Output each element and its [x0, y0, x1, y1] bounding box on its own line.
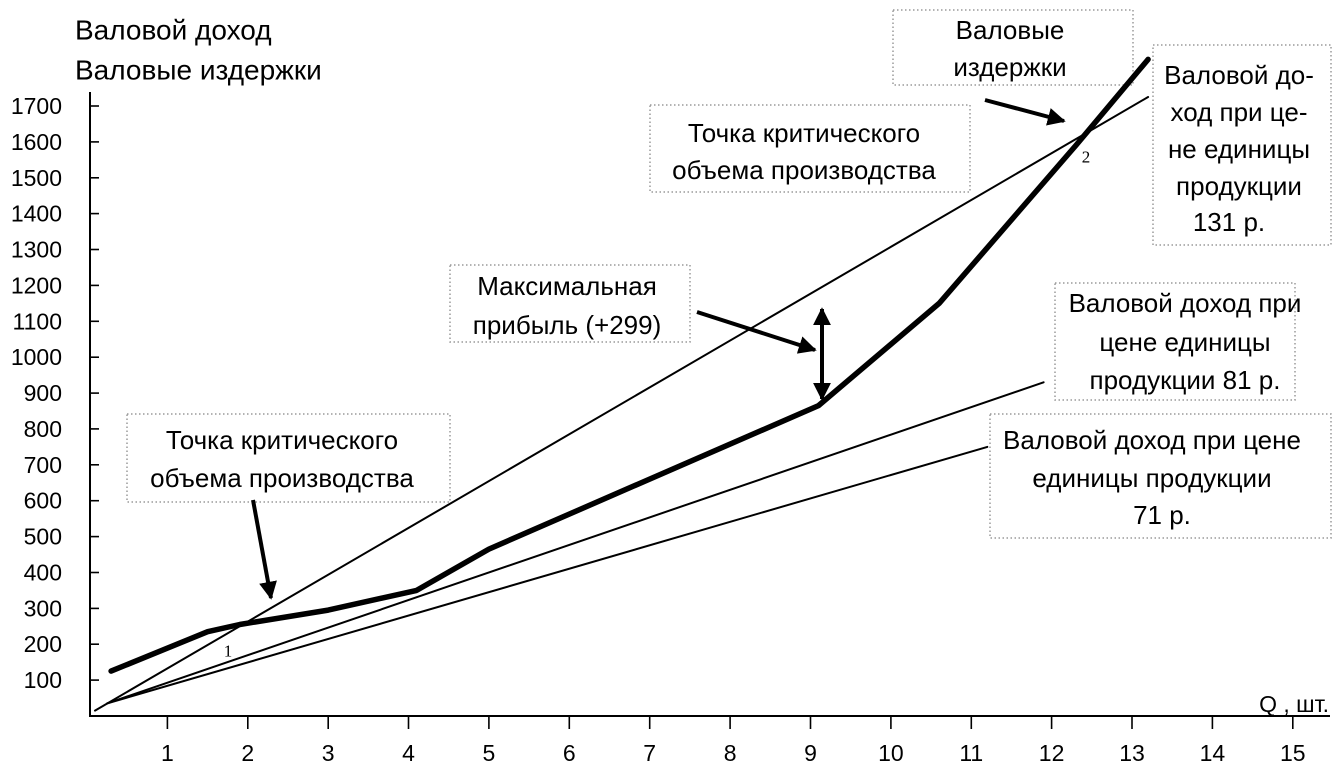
axis-ticks	[90, 105, 1294, 729]
revenue-line-81	[106, 381, 1045, 705]
y-tick-label: 1400	[11, 201, 62, 227]
break-even-1-note-frame	[126, 413, 451, 503]
break-even-2-note-line: объема производства	[672, 155, 936, 185]
x-tick-label: 2	[241, 740, 254, 766]
y-tick-label: 300	[24, 595, 62, 621]
break-even-1-note: Точка критического объема производства	[150, 425, 414, 493]
break-even-point-1-marker: 1	[224, 642, 233, 661]
revenue-131-label: Валовой до- ход при це- не единицы проду…	[1164, 60, 1314, 237]
x-tick-label: 10	[878, 740, 904, 766]
arrow-to-max-profit	[696, 310, 817, 354]
x-axis-label: Q , шт.	[1259, 691, 1329, 717]
y-axis-title-line-2: Валовые издержки	[75, 55, 322, 86]
revenue-81-label-line: Валовой доход при	[1069, 288, 1302, 318]
gross-costs-label-line: издержки	[953, 52, 1066, 82]
revenue-81-label-line: цене единицы	[1099, 327, 1270, 357]
y-tick-label: 1000	[11, 344, 62, 370]
x-tick-label: 12	[1039, 740, 1065, 766]
y-tick-label: 1100	[13, 308, 62, 334]
revenue-131-label-line: продукции	[1176, 171, 1302, 201]
revenue-131-label-line: не единицы	[1168, 134, 1310, 164]
max-profit-note-line: прибыль (+299)	[473, 310, 661, 340]
revenue-71-label: Валовой доход при цене единицы продукции…	[1003, 425, 1301, 530]
y-tick-label: 400	[24, 560, 62, 586]
x-tick-label: 1	[161, 740, 174, 766]
revenue-81-label-line: продукции 81 р.	[1090, 365, 1281, 395]
max-profit-note: Максимальная прибыль (+299)	[473, 271, 661, 340]
max-profit-note-frame	[449, 264, 691, 343]
x-tick-label: 3	[322, 740, 335, 766]
y-tick-label: 1500	[11, 165, 62, 191]
y-axis-title-line-1: Валовой доход	[75, 15, 272, 46]
break-even-point-2-marker: 2	[1082, 148, 1091, 167]
y-tick-label: 500	[24, 524, 62, 550]
y-tick-label: 800	[24, 416, 62, 442]
arrow-to-break-even-2	[984, 98, 1066, 126]
y-tick-label: 1700	[11, 93, 62, 119]
break-even-2-note-frame	[649, 104, 971, 193]
x-tick-label: 13	[1119, 740, 1145, 766]
revenue-81-label-frame	[1054, 282, 1296, 401]
y-tick-label: 700	[24, 452, 62, 478]
x-tick-label: 4	[402, 740, 415, 766]
x-tick-label: 15	[1280, 740, 1306, 766]
arrow-to-break-even-1	[251, 499, 277, 600]
gross-costs-label-line: Валовые	[956, 15, 1065, 45]
revenue-131-label-line: 131 р.	[1193, 207, 1265, 237]
axis-tick-labels: 1 2 3 4 5 6 7 8 9 10 11 12 13 14 151002003004005006007…	[11, 93, 1306, 766]
y-tick-label: 600	[24, 488, 62, 514]
revenue-71-label-line: единицы продукции	[1032, 463, 1271, 493]
revenue-131-label-line: ход при це-	[1171, 97, 1308, 127]
gross-cost-line	[108, 56, 1151, 674]
y-tick-label: 100	[24, 667, 62, 693]
revenue-71-label-line: Валовой доход при цене	[1003, 425, 1301, 455]
x-tick-label: 14	[1200, 740, 1226, 766]
revenue-line-131	[94, 96, 1150, 712]
x-tick-label: 9	[804, 740, 817, 766]
break-even-1-note-line: объема производства	[150, 463, 414, 493]
x-tick-label: 5	[483, 740, 496, 766]
y-tick-label: 1200	[11, 272, 62, 298]
revenue-71-label-line: 71 р.	[1133, 500, 1191, 530]
y-tick-label: 900	[24, 380, 62, 406]
y-tick-label: 1300	[11, 237, 62, 263]
gross-costs-label-frame	[892, 9, 1134, 86]
revenue-81-label: Валовой доход при цене единицы продукции…	[1069, 288, 1302, 395]
x-tick-label: 6	[563, 740, 576, 766]
gross-costs-label: Валовые издержки	[953, 15, 1066, 82]
max-profit-note-line: Максимальная	[477, 271, 657, 301]
x-tick-label: 11	[959, 740, 983, 766]
revenue-131-label-line: Валовой до-	[1164, 60, 1314, 90]
x-tick-label: 7	[643, 740, 656, 766]
revenue-line-71	[106, 445, 989, 705]
x-tick-label: 8	[724, 740, 737, 766]
break-even-1-note-line: Точка критического	[166, 425, 398, 455]
revenue-131-label-frame	[1152, 44, 1332, 246]
y-tick-label: 1600	[11, 129, 62, 155]
break-even-2-note: Точка критического объема производства	[672, 118, 936, 185]
y-tick-label: 200	[24, 631, 62, 657]
revenue-71-label-frame	[989, 413, 1332, 539]
break-even-2-note-line: Точка критического	[688, 118, 920, 148]
